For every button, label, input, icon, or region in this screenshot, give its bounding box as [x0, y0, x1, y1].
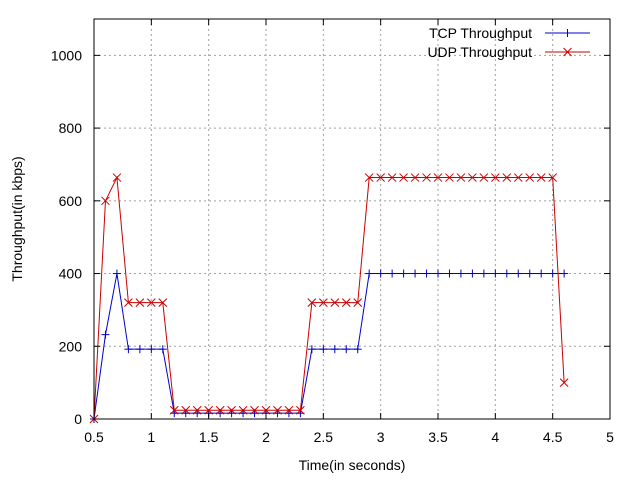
tcp-throughput-point [468, 269, 477, 278]
udp-throughput-point [124, 298, 133, 307]
y-tick-label: 600 [59, 193, 83, 209]
tcp-throughput-point [353, 345, 362, 354]
udp-throughput-point [101, 196, 110, 206]
udp-throughput-point [364, 173, 374, 182]
tcp-throughput-point [525, 269, 534, 278]
tcp-throughput-point [456, 269, 465, 278]
tcp-throughput-point [124, 345, 133, 354]
tcp-throughput-point [560, 269, 569, 278]
plot-frame [93, 18, 611, 420]
tcp-throughput-point [376, 269, 385, 278]
udp-throughput-point [318, 298, 328, 307]
tcp-throughput-point [365, 269, 374, 278]
udp-throughput-point [330, 298, 340, 307]
tcp-throughput-point [147, 345, 156, 354]
grid [94, 19, 610, 419]
x-tick-label: 5 [606, 429, 614, 445]
tcp-throughput-point [399, 269, 408, 278]
tcp-throughput-point [514, 269, 523, 278]
udp-throughput-point [548, 173, 558, 182]
tcp-throughput-point [411, 269, 420, 278]
udp-throughput-point [399, 173, 408, 182]
udp-throughput-point [422, 173, 431, 182]
tcp-throughput-point [445, 269, 454, 278]
x-tick-label: 1 [147, 429, 155, 445]
y-axis-label: Throughput(in kbps) [9, 156, 25, 281]
udp-throughput-point [433, 173, 443, 182]
x-tick-label: 0.5 [84, 429, 104, 445]
udp-throughput-point [273, 405, 282, 415]
udp-throughput-point [146, 298, 156, 307]
series-layer [89, 173, 569, 424]
udp-throughput-point [513, 173, 523, 182]
legend-label-udp-throughput: UDP Throughput [427, 44, 532, 60]
udp-throughput-point [468, 173, 477, 182]
udp-throughput-point [284, 405, 294, 415]
tcp-throughput-point [422, 269, 431, 278]
y-tick-label: 1000 [51, 47, 82, 63]
tcp-throughput-point [342, 345, 351, 354]
tcp-throughput-point [330, 345, 339, 354]
udp-throughput-point [238, 405, 248, 415]
tcp-throughput-point [491, 269, 500, 278]
x-tick-label: 3.5 [428, 429, 448, 445]
udp-throughput-point [559, 378, 569, 387]
y-tick-label: 200 [59, 338, 83, 354]
udp-throughput-point [169, 405, 179, 415]
udp-throughput-point [387, 173, 397, 182]
udp-throughput-point [376, 173, 386, 182]
tcp-throughput-point [319, 345, 328, 354]
axis-ticks: 0.5 1 1.5 2 2.5 3 3.5 4 4.5 5 0 200 400 600 800 1000 [51, 19, 614, 445]
tcp-throughput-point [502, 269, 511, 278]
legend-marker-tcp-throughput [563, 29, 572, 37]
udp-throughput-point [410, 173, 420, 182]
y-tick-label: 800 [59, 120, 83, 136]
tcp-throughput-point [479, 269, 488, 278]
tcp-throughput-point [434, 269, 442, 278]
udp-throughput-point [181, 405, 191, 415]
udp-throughput-line [93, 175, 565, 420]
x-tick-label: 4 [491, 429, 499, 445]
x-tick-label: 2 [262, 429, 270, 445]
udp-throughput-point [536, 173, 546, 182]
x-tick-label: 4.5 [543, 429, 563, 445]
udp-throughput-point [502, 173, 512, 182]
udp-throughput-point [250, 405, 259, 415]
tcp-throughput-point [158, 345, 167, 354]
udp-throughput-point [112, 173, 122, 182]
y-tick-label: 0 [74, 411, 82, 427]
udp-throughput-point [353, 298, 363, 307]
tcp-throughput-point [112, 269, 121, 278]
udp-throughput-point [525, 173, 535, 182]
udp-throughput-point [307, 298, 317, 307]
udp-throughput-point [215, 405, 225, 415]
x-tick-label: 3 [377, 429, 385, 445]
udp-throughput-point [204, 405, 214, 415]
x-axis-label: Time(in seconds) [299, 457, 406, 473]
legend-label-tcp-throughput: TCP Throughput [429, 25, 532, 41]
udp-throughput-point [341, 298, 351, 307]
legend: TCP Throughput UDP Throughput [427, 25, 590, 60]
udp-throughput-point [479, 173, 489, 182]
udp-throughput-point [158, 298, 168, 307]
legend-marker-udp-throughput [563, 47, 572, 57]
udp-throughput-point [227, 405, 236, 415]
y-tick-label: 400 [59, 266, 83, 282]
x-tick-label: 2.5 [314, 429, 334, 445]
udp-throughput-point [445, 173, 454, 182]
x-tick-label: 1.5 [199, 429, 219, 445]
udp-throughput-point [135, 298, 145, 307]
tcp-throughput-point [101, 330, 110, 339]
udp-throughput-point [296, 405, 305, 415]
tcp-throughput-point [135, 345, 144, 354]
udp-throughput-point [456, 173, 466, 182]
tcp-throughput-point [388, 269, 397, 278]
tcp-throughput-point [307, 345, 316, 354]
udp-throughput-point [261, 405, 271, 415]
udp-throughput-point [192, 405, 202, 415]
tcp-throughput-point [548, 269, 557, 278]
udp-throughput-point [490, 173, 500, 182]
tcp-throughput-point [537, 269, 546, 278]
